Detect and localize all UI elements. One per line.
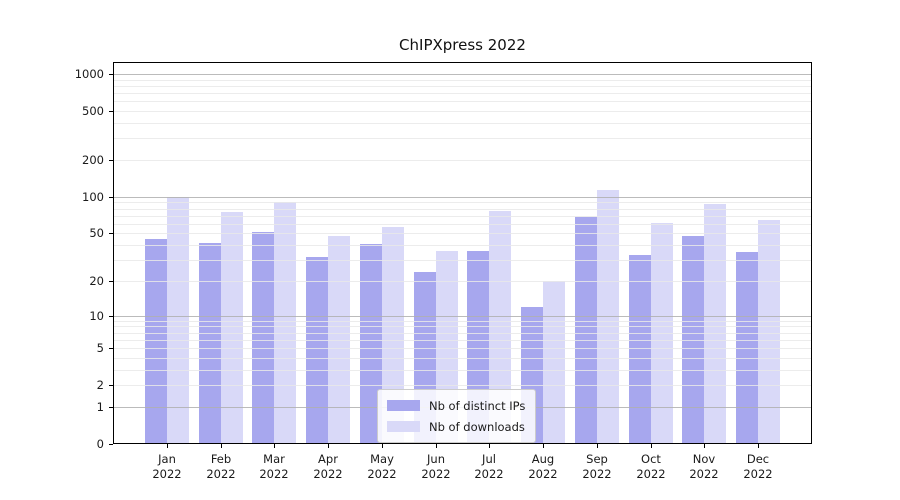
gridline-minor-3 (113, 370, 812, 371)
gridline-minor-900 (113, 80, 812, 81)
x-tick-mark-sep-2022 (597, 444, 598, 448)
x-tick-label-apr-2022: Apr 2022 (313, 452, 343, 481)
x-tick-label-nov-2022: Nov 2022 (689, 452, 719, 481)
x-tick-mark-jan-2022 (167, 444, 168, 448)
y-tick-label-5: 5 (96, 341, 104, 355)
y-tick-label-100: 100 (82, 190, 104, 204)
chart-title: ChIPXpress 2022 (399, 36, 526, 54)
y-tick-mark-100 (109, 197, 113, 198)
bar-distinct-ips-feb-2022 (199, 243, 221, 444)
y-tick-label-2: 2 (96, 378, 104, 392)
bar-downloads-mar-2022 (274, 202, 296, 444)
gridline-minor-70 (113, 216, 812, 217)
legend-swatch-distinct-ips (387, 400, 420, 411)
x-tick-label-jun-2022: Jun 2022 (421, 452, 451, 481)
gridline-major-1000 (113, 74, 812, 75)
gridline-minor-30 (113, 260, 812, 261)
gridline-minor-50 (113, 233, 812, 234)
gridline-minor-4 (113, 358, 812, 359)
x-tick-mark-oct-2022 (651, 444, 652, 448)
x-tick-mark-apr-2022 (328, 444, 329, 448)
legend-label-distinct-ips: Nb of distinct IPs (429, 398, 526, 413)
legend-item-distinct-ips: Nb of distinct IPs (387, 397, 525, 414)
x-tick-mark-may-2022 (382, 444, 383, 448)
plot-area: Nb of distinct IPs Nb of downloads (113, 62, 812, 444)
gridline-minor-600 (113, 101, 812, 102)
gridline-minor-20 (113, 281, 812, 282)
gridline-minor-500 (113, 111, 812, 112)
bar-downloads-dec-2022 (758, 220, 780, 444)
gridline-minor-9 (113, 321, 812, 322)
legend-item-downloads: Nb of downloads (387, 418, 525, 435)
y-tick-label-0: 0 (96, 437, 104, 451)
gridline-minor-80 (113, 209, 812, 210)
gridline-minor-40 (113, 245, 812, 246)
bar-downloads-nov-2022 (704, 204, 726, 444)
x-tick-mark-jul-2022 (489, 444, 490, 448)
x-tick-mark-feb-2022 (221, 444, 222, 448)
y-tick-mark-0 (109, 444, 113, 445)
gridline-minor-6 (113, 340, 812, 341)
bar-downloads-jan-2022 (167, 197, 189, 444)
y-tick-mark-200 (109, 160, 113, 161)
y-tick-mark-500 (109, 111, 113, 112)
y-tick-label-50: 50 (89, 226, 104, 240)
y-tick-mark-10 (109, 316, 113, 317)
gridline-minor-60 (113, 224, 812, 225)
bar-distinct-ips-sep-2022 (575, 217, 597, 444)
y-tick-label-200: 200 (82, 153, 104, 167)
grid-layer (113, 62, 812, 444)
y-tick-mark-5 (109, 348, 113, 349)
x-tick-label-sep-2022: Sep 2022 (582, 452, 612, 481)
legend: Nb of distinct IPs Nb of downloads (377, 389, 537, 443)
x-tick-label-dec-2022: Dec 2022 (743, 452, 773, 481)
x-tick-mark-jun-2022 (436, 444, 437, 448)
x-tick-mark-aug-2022 (543, 444, 544, 448)
x-tick-mark-mar-2022 (274, 444, 275, 448)
gridline-minor-5 (113, 348, 812, 349)
bar-distinct-ips-oct-2022 (629, 255, 651, 444)
y-tick-label-1000: 1000 (74, 67, 104, 81)
gridline-minor-700 (113, 93, 812, 94)
bar-distinct-ips-may-2022 (360, 244, 382, 444)
x-tick-label-oct-2022: Oct 2022 (636, 452, 666, 481)
x-tick-label-jul-2022: Jul 2022 (474, 452, 504, 481)
bar-distinct-ips-apr-2022 (306, 257, 328, 444)
x-tick-label-may-2022: May 2022 (367, 452, 397, 481)
x-tick-label-aug-2022: Aug 2022 (528, 452, 558, 481)
y-tick-label-20: 20 (89, 274, 104, 288)
y-tick-label-10: 10 (89, 309, 104, 323)
legend-label-downloads: Nb of downloads (429, 419, 525, 434)
gridline-major-10 (113, 316, 812, 317)
gridline-minor-800 (113, 86, 812, 87)
gridline-minor-7 (113, 333, 812, 334)
x-tick-label-feb-2022: Feb 2022 (206, 452, 236, 481)
bar-downloads-sep-2022 (597, 190, 619, 444)
x-tick-mark-dec-2022 (758, 444, 759, 448)
gridline-minor-400 (113, 123, 812, 124)
gridline-minor-90 (113, 202, 812, 203)
bar-downloads-feb-2022 (221, 212, 243, 444)
y-tick-label-500: 500 (82, 104, 104, 118)
x-tick-label-mar-2022: Mar 2022 (259, 452, 289, 481)
gridline-minor-200 (113, 160, 812, 161)
bar-distinct-ips-mar-2022 (252, 232, 274, 444)
gridline-minor-8 (113, 326, 812, 327)
gridline-minor-2 (113, 385, 812, 386)
y-tick-mark-1 (109, 407, 113, 408)
x-tick-mark-nov-2022 (704, 444, 705, 448)
y-tick-mark-20 (109, 281, 113, 282)
y-tick-mark-2 (109, 385, 113, 386)
y-tick-mark-50 (109, 233, 113, 234)
bar-distinct-ips-jan-2022 (145, 239, 167, 444)
y-tick-mark-1000 (109, 74, 113, 75)
legend-swatch-downloads (387, 421, 420, 432)
y-tick-label-1: 1 (96, 400, 104, 414)
gridline-major-100 (113, 197, 812, 198)
gridline-minor-300 (113, 138, 812, 139)
x-tick-label-jan-2022: Jan 2022 (152, 452, 182, 481)
